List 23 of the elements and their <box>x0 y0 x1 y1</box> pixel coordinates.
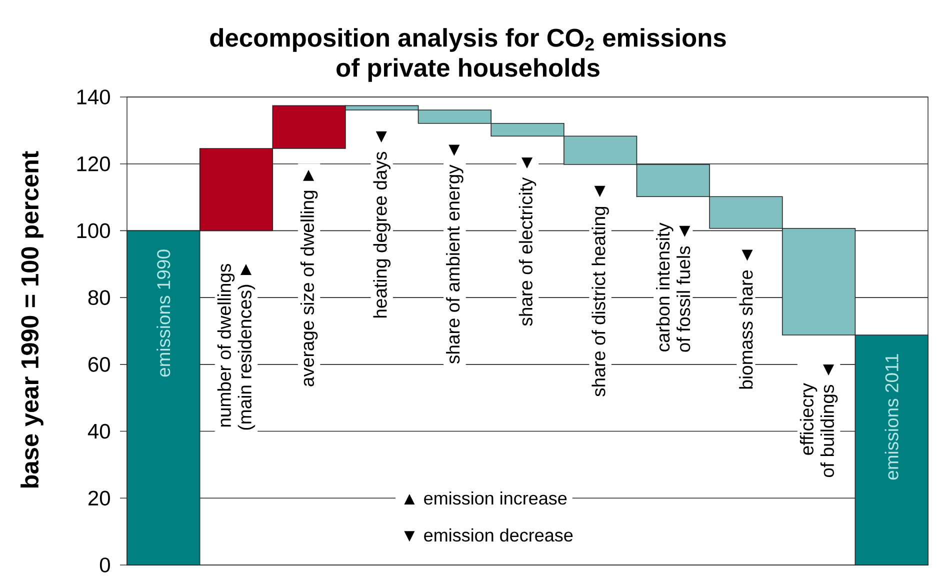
x-tick-label: efficiecry of buildings ◄ <box>800 364 838 478</box>
x-tick-label: emissions 1990 <box>156 250 170 377</box>
annotation: ▲ emission increase <box>404 491 567 505</box>
x-tick-label: carbon intensity of fossil fuels ◄ <box>656 222 690 352</box>
x-tick-label: share of ambient energy ◄ <box>446 144 464 364</box>
chart-title: decomposition analysis for CO$_{2}$ emissions of private households <box>210 28 726 82</box>
x-tick-label: emissions 2011 <box>884 354 898 480</box>
x-tick-label: average size of dwelling ► <box>300 170 318 386</box>
y-axis-title: base year 1990 = 100 percent <box>20 151 44 488</box>
x-tick-label: share of electricity ◄ <box>518 157 536 326</box>
y-tick-label: 0 <box>100 558 110 572</box>
y-tick-label: 140 <box>77 90 110 104</box>
annotation: ▼ emission decrease <box>404 528 573 542</box>
y-tick-label: 20 <box>88 490 110 506</box>
x-tick-label: number of dwellings (main residences) ► <box>217 264 256 430</box>
y-tick-label: 40 <box>88 424 110 439</box>
y-tick-label: 120 <box>77 156 110 172</box>
y-tick-label: 60 <box>88 357 110 372</box>
y-tick-label: 100 <box>77 223 110 238</box>
x-tick-label: share of district heating ◄ <box>592 186 609 396</box>
y-tick-label: 80 <box>88 290 110 305</box>
x-tick-label: heating degree days ◄ <box>373 131 390 318</box>
x-tick-label: biomass share ◄ <box>739 250 753 389</box>
